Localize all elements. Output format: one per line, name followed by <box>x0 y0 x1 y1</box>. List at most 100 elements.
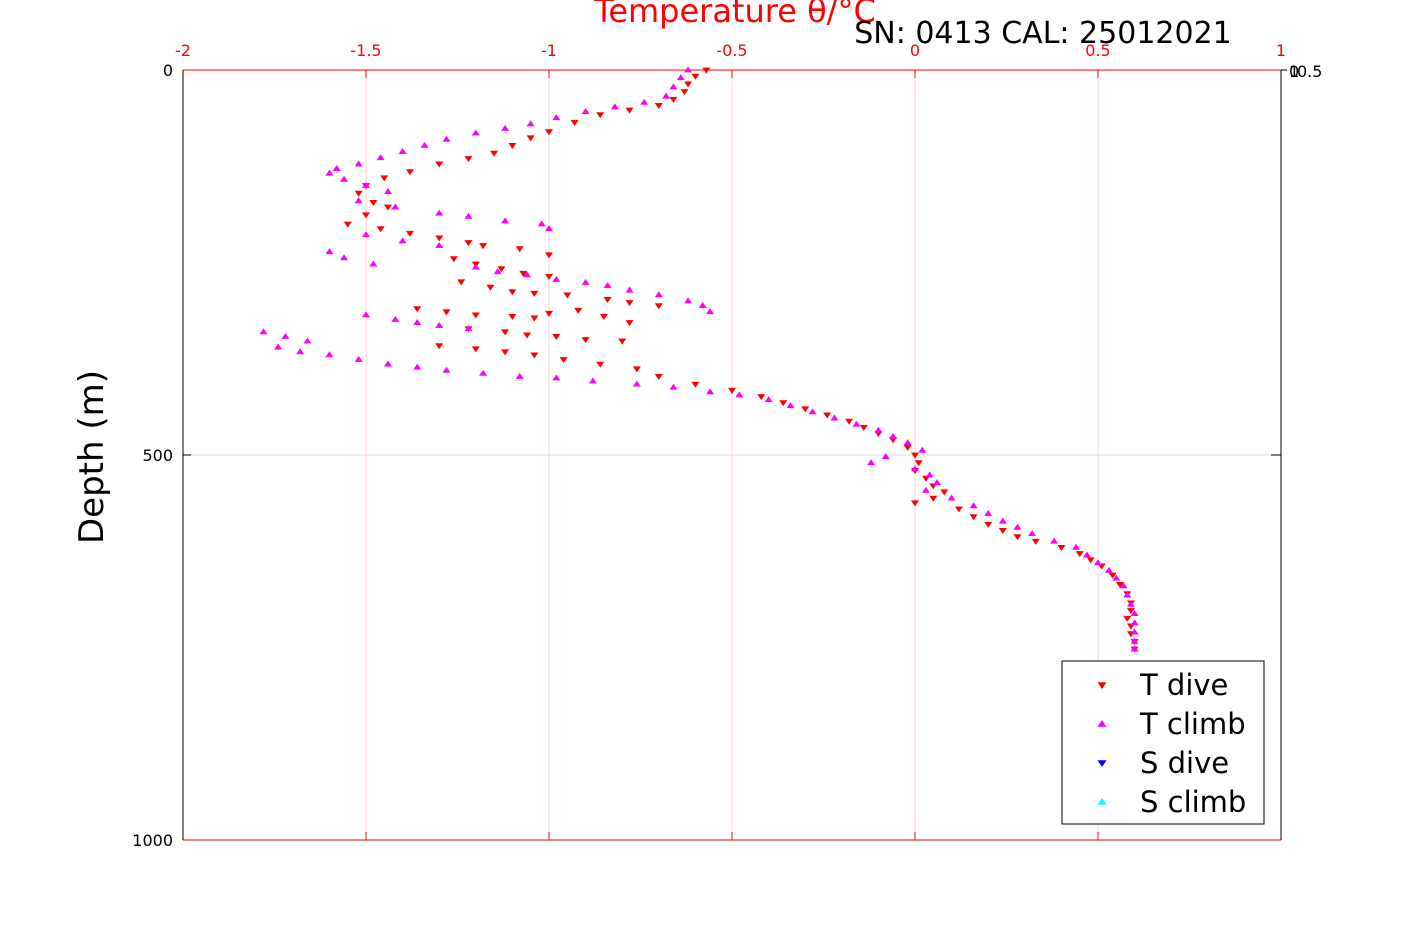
climb-point <box>362 311 370 318</box>
climb-point <box>501 217 510 224</box>
climb-point <box>398 148 407 155</box>
climb-point <box>552 114 561 121</box>
dive-point <box>625 300 634 307</box>
legend-marker <box>1097 760 1107 768</box>
climb-point <box>332 164 341 171</box>
climb-point <box>442 135 451 142</box>
climb-point <box>362 181 370 188</box>
dive-point <box>526 135 535 142</box>
legend-label: S dive <box>1140 746 1229 780</box>
climb-point <box>706 308 715 315</box>
dive-point <box>369 200 378 207</box>
data-points <box>259 66 1139 653</box>
dive-point <box>625 107 634 114</box>
right-tick-label: 0.5 <box>1297 62 1322 81</box>
climb-point <box>921 486 930 493</box>
climb-point <box>1130 628 1139 635</box>
dive-point <box>654 374 663 381</box>
dive-point <box>954 506 963 513</box>
dive-point <box>684 81 693 88</box>
dive-point <box>413 306 422 313</box>
dive-point <box>998 528 1007 535</box>
dive-point <box>479 243 488 250</box>
dive-point <box>490 150 499 157</box>
climb-point <box>998 517 1007 524</box>
dive-point <box>654 303 663 310</box>
climb-point <box>867 459 876 466</box>
climb-point <box>1028 529 1037 536</box>
climb-point <box>588 377 597 384</box>
dive-point <box>702 67 711 74</box>
climb-point <box>376 154 385 161</box>
dive-point <box>691 381 700 388</box>
dive-point <box>984 521 993 528</box>
dive-point <box>570 119 579 126</box>
right-tick-label: 0 <box>1289 62 1299 81</box>
climb-point <box>303 337 312 344</box>
dive-point <box>596 361 605 368</box>
climb-point <box>383 360 392 367</box>
climb-point <box>889 432 898 439</box>
climb-point <box>706 388 715 395</box>
climb-point <box>947 494 956 501</box>
climb-point <box>471 129 480 136</box>
climb-point <box>383 188 392 195</box>
legend-label: T dive <box>1139 668 1228 702</box>
y-axis-label: Depth (m) <box>72 370 112 544</box>
dive-point <box>574 307 583 314</box>
climb-point <box>259 328 268 335</box>
climb-point <box>581 107 590 114</box>
climb-point <box>296 348 305 355</box>
climb-point <box>874 426 883 433</box>
climb-point <box>1013 523 1022 530</box>
climb-point <box>464 325 473 332</box>
dive-point <box>823 412 832 419</box>
legend-marker <box>1097 719 1107 727</box>
dive-point <box>508 314 517 320</box>
climb-point <box>354 355 363 362</box>
climb-point <box>464 212 473 219</box>
dive-point <box>405 169 414 176</box>
climb-point <box>413 318 422 325</box>
dive-point <box>508 143 517 150</box>
climb-point <box>684 66 693 73</box>
climb-point <box>369 260 378 267</box>
dive-point <box>376 226 385 233</box>
dive-point <box>457 279 466 286</box>
dive-point <box>471 346 480 353</box>
climb-point <box>911 465 919 472</box>
dive-point <box>519 270 528 277</box>
climb-point <box>662 92 671 99</box>
climb-point <box>1094 559 1102 566</box>
dive-point <box>914 460 923 467</box>
dive-point <box>1013 534 1022 541</box>
dive-point <box>654 103 663 110</box>
climb-point <box>610 103 619 110</box>
y-tick-label: 1000 <box>132 831 173 850</box>
dive-point <box>449 256 458 263</box>
climb-point <box>274 343 283 350</box>
climb-point <box>1083 551 1092 558</box>
climb-point <box>676 74 685 81</box>
climb-point <box>925 471 934 478</box>
dive-point <box>1123 615 1132 622</box>
dive-point <box>911 452 919 459</box>
climb-point <box>698 302 707 309</box>
legend: T dive T climb S dive S climb <box>1061 660 1265 825</box>
dive-point <box>1108 572 1117 579</box>
dive-point <box>486 284 495 291</box>
dive-point <box>545 129 553 136</box>
chart-subtitle: SN: 0413 CAL: 25012021 <box>854 16 1232 51</box>
climb-point <box>435 209 444 216</box>
y-tick-label: 500 <box>142 446 173 465</box>
climb-point <box>969 502 978 509</box>
right-tick-label: 1 <box>1289 62 1299 81</box>
climb-point <box>640 98 649 105</box>
dive-point <box>969 514 978 521</box>
climb-point <box>1126 600 1135 607</box>
dive-point <box>435 161 444 168</box>
climb-point <box>391 315 400 322</box>
climb-point <box>1119 582 1128 589</box>
dive-point <box>545 273 553 280</box>
y-tick-label: 0 <box>163 61 173 80</box>
